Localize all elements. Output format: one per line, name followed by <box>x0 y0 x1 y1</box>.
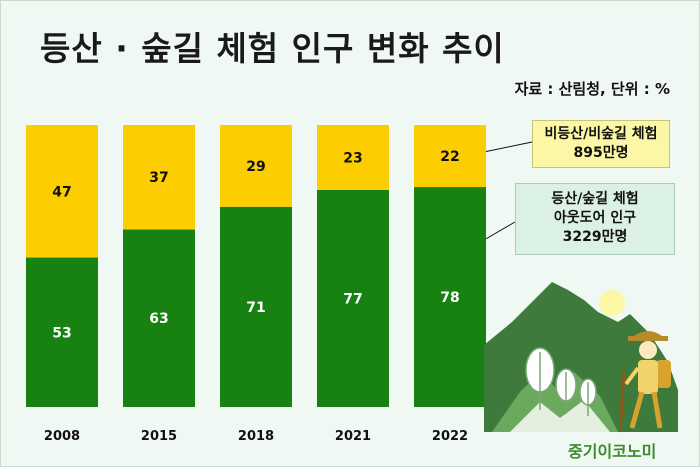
x-tick-label-2021: 2021 <box>335 429 371 444</box>
bars-group: 53 47 2008 63 37 2015 71 29 2018 77 23 2021 78 22 2022 <box>26 125 486 444</box>
bar-hiking-2021 <box>317 189 389 407</box>
data-label-hiking-2015: 63 <box>149 311 168 327</box>
data-label-hiking-2008: 53 <box>52 325 71 341</box>
bar-hiking-2015 <box>123 229 195 407</box>
source-note: 자료 : 산림청, 단위 : % <box>514 80 670 98</box>
hiker-icon <box>618 331 671 433</box>
bar-non-hiking-2021 <box>317 125 389 190</box>
hiking-callout-sublabel: 아웃도어 인구 <box>553 210 637 226</box>
sun-icon <box>599 290 625 316</box>
bar-hiking-2018 <box>220 206 292 407</box>
data-label-non-hiking-2018: 29 <box>246 159 265 175</box>
hiker-illustration <box>484 282 678 433</box>
bar-non-hiking-2018 <box>220 125 292 207</box>
data-label-hiking-2022: 78 <box>440 290 459 306</box>
hiking-callout-value: 3229만명 <box>562 229 628 245</box>
bar-non-hiking-2008 <box>26 125 98 258</box>
bar-non-hiking-2022 <box>414 125 486 188</box>
bar-hiking-2008 <box>26 257 98 407</box>
callout-connector-yellow <box>483 141 533 153</box>
data-label-hiking-2018: 71 <box>246 300 265 316</box>
x-tick-label-2018: 2018 <box>238 429 274 444</box>
x-tick-label-2015: 2015 <box>141 429 177 444</box>
hiking-callout: 등산/숲길 체험 아웃도어 인구 3229만명 <box>515 183 675 255</box>
bar-non-hiking-2015 <box>123 125 195 230</box>
x-tick-label-2022: 2022 <box>432 429 468 444</box>
non-hiking-callout-label: 비등산/비숲길 체험 <box>544 126 658 142</box>
data-label-hiking-2021: 77 <box>343 291 362 307</box>
mountain-pale-icon <box>510 400 610 432</box>
callout-connector-green <box>483 221 516 241</box>
tree-icon <box>525 347 597 416</box>
brand-logo-text: 중기이코노미 <box>568 442 657 461</box>
data-label-non-hiking-2008: 47 <box>52 184 71 200</box>
bar-hiking-2022 <box>414 187 486 407</box>
x-tick-label-2008: 2008 <box>44 429 80 444</box>
chart-title: 등산 · 숲길 체험 인구 변화 추이 <box>40 29 505 68</box>
data-label-non-hiking-2015: 37 <box>149 170 168 186</box>
data-label-non-hiking-2022: 22 <box>440 149 459 165</box>
data-label-non-hiking-2021: 23 <box>343 150 362 166</box>
non-hiking-callout-value: 895만명 <box>573 145 629 161</box>
hiking-callout-label: 등산/숲길 체험 <box>551 191 639 207</box>
non-hiking-callout: 비등산/비숲길 체험 895만명 <box>532 120 670 168</box>
